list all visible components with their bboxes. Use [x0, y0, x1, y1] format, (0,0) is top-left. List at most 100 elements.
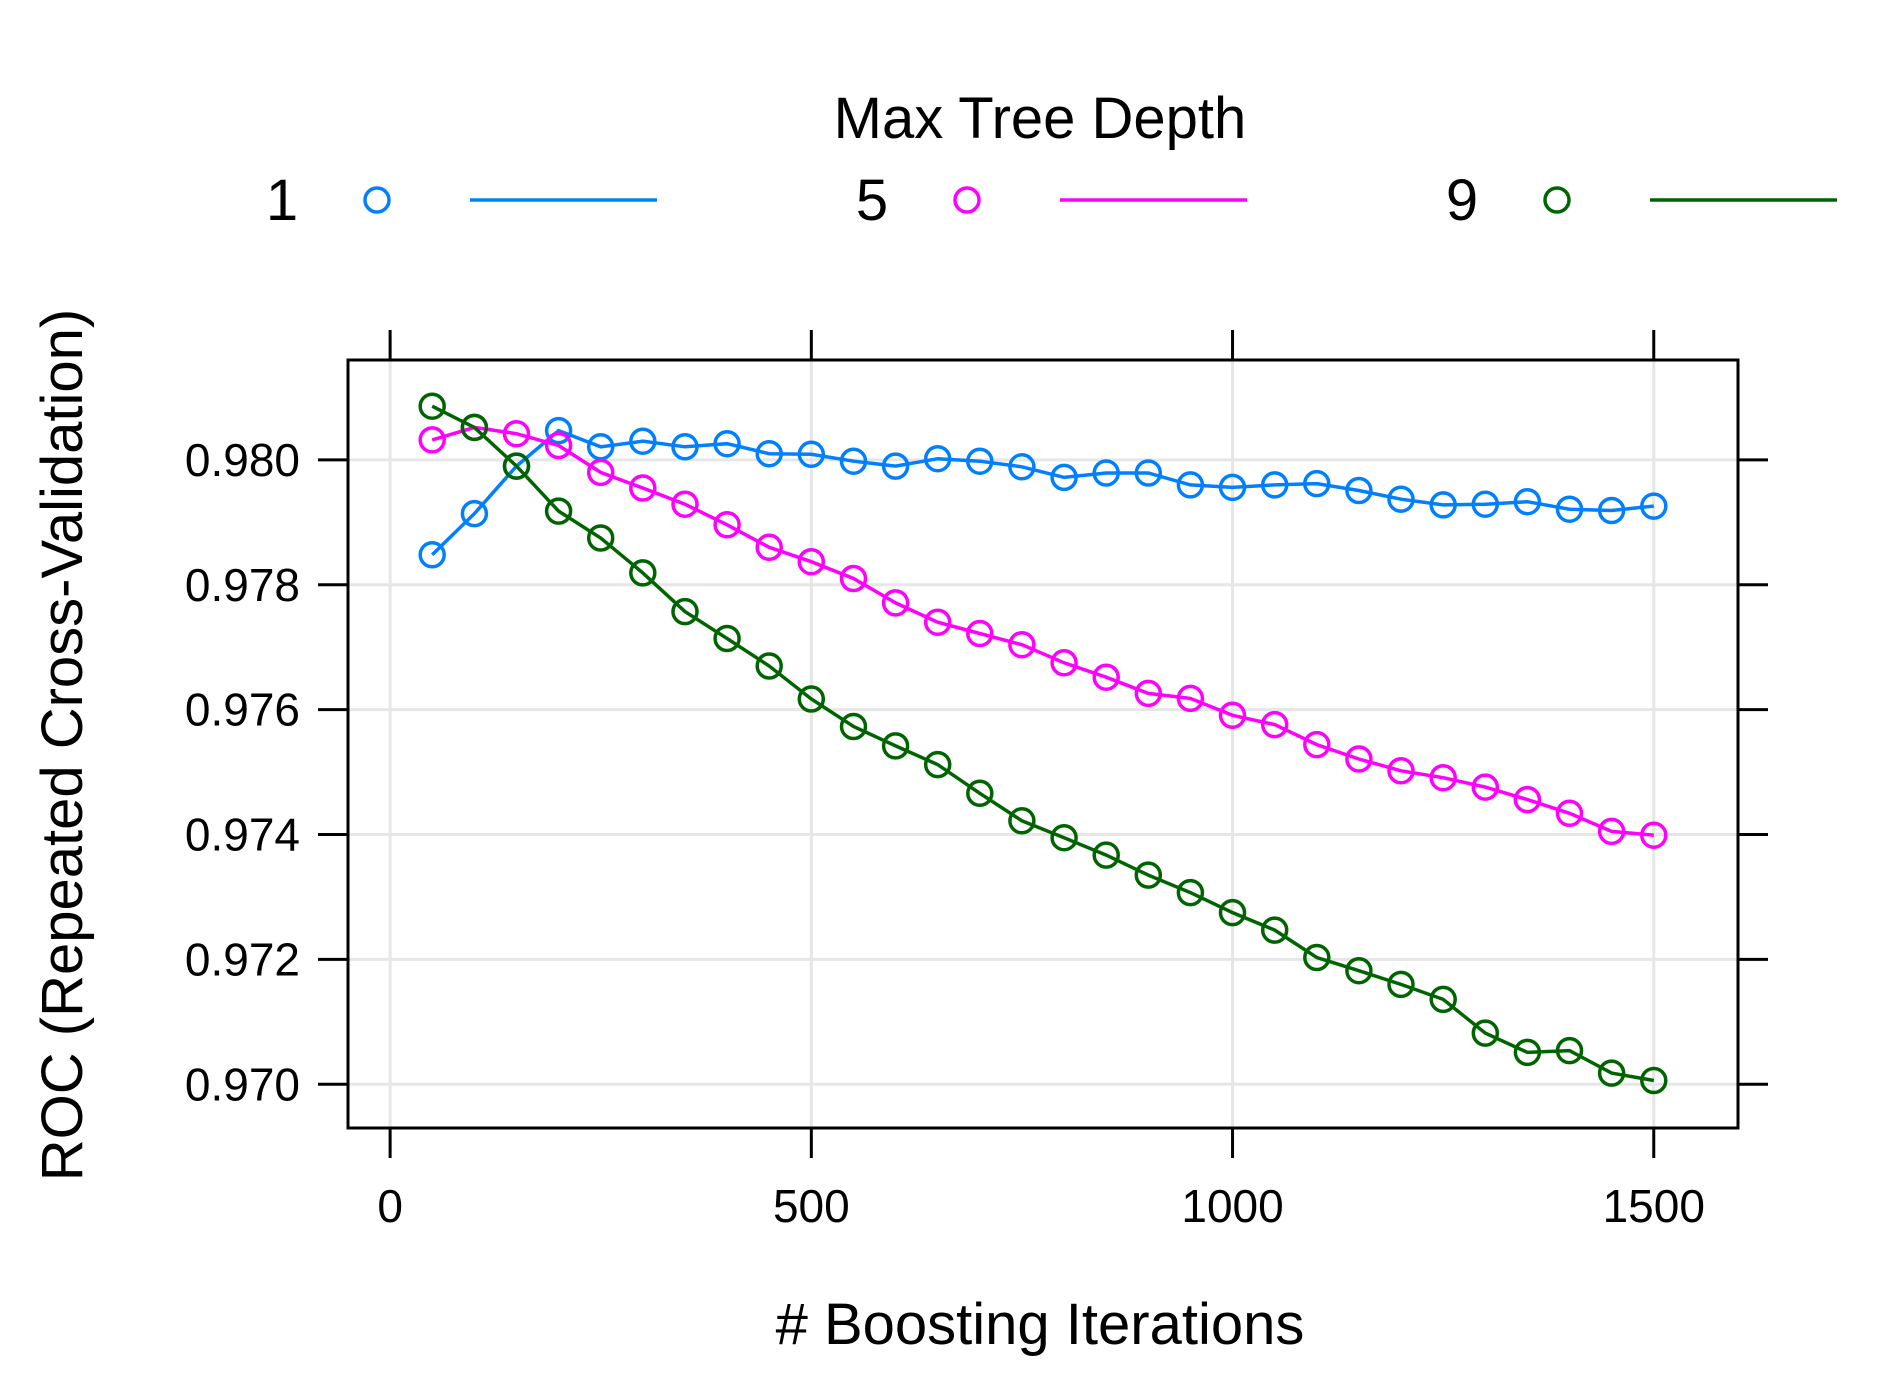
data-point	[544, 431, 573, 460]
legend-label: 1	[266, 168, 298, 233]
data-point	[1429, 985, 1457, 1014]
data-point	[1260, 471, 1289, 499]
data-point	[1555, 799, 1584, 828]
y-tick-label: 0.978	[185, 559, 300, 611]
data-point	[1640, 1066, 1668, 1095]
y-axis-title: ROC (Repeated Cross-Validation)	[30, 309, 95, 1182]
data-point	[1134, 459, 1163, 487]
data-point	[1471, 1019, 1500, 1047]
data-point	[713, 624, 741, 653]
legend-item-1: 1	[266, 168, 657, 233]
data-point	[1429, 763, 1457, 792]
data-point	[1555, 495, 1584, 523]
data-point	[1008, 807, 1036, 835]
data-point	[797, 685, 826, 713]
data-point	[671, 597, 699, 626]
series-line-1	[430, 428, 1654, 557]
data-point	[460, 499, 489, 528]
data-point	[502, 452, 531, 480]
x-axis: 0 500 1000 1500	[377, 330, 1705, 1232]
x-axis-title: # Boosting Iterations	[776, 1292, 1305, 1357]
y-tick-label: 0.976	[185, 684, 300, 736]
data-point	[544, 497, 573, 525]
y-tick-label: 0.974	[185, 809, 300, 861]
data-point	[418, 392, 446, 420]
series-line-9	[431, 404, 1655, 1083]
y-tick-label: 0.970	[185, 1058, 300, 1110]
data-point	[966, 779, 994, 808]
data-point	[1050, 649, 1078, 677]
data-point	[1513, 1038, 1542, 1067]
data-point	[1303, 469, 1331, 498]
legend: Max Tree Depth 1 5 9	[266, 86, 1837, 233]
data-point	[1640, 492, 1668, 520]
data-point	[1134, 861, 1163, 889]
data-point	[1218, 473, 1247, 502]
series-line-5	[431, 425, 1654, 837]
data-point	[1260, 916, 1289, 944]
data-point	[1597, 1059, 1626, 1087]
data-point	[966, 619, 994, 648]
data-point	[1597, 817, 1626, 846]
data-point	[1597, 496, 1626, 525]
data-point	[629, 427, 657, 455]
legend-item-5: 5	[856, 168, 1247, 233]
data-point	[1345, 476, 1373, 505]
data-point	[418, 541, 446, 569]
plot-frame	[346, 358, 1740, 1130]
data-point	[1640, 821, 1668, 849]
grid-lines	[348, 360, 1738, 1128]
y-tick-label: 0.972	[185, 933, 300, 985]
data-point	[1387, 970, 1415, 999]
series-9	[418, 392, 1668, 1095]
data-point	[1092, 459, 1120, 487]
data-point	[881, 732, 910, 760]
series-5	[418, 413, 1668, 849]
data-point	[1050, 463, 1078, 492]
data-point	[1008, 453, 1036, 481]
data-point	[1387, 757, 1415, 785]
legend-items: 1 5 9	[266, 168, 1837, 233]
data-point	[1303, 943, 1331, 972]
data-point	[1303, 730, 1331, 759]
data-point	[1471, 773, 1500, 801]
data-point	[544, 416, 573, 445]
data-point	[839, 447, 868, 475]
data-point	[671, 433, 699, 461]
data-point	[1387, 485, 1415, 513]
data-point	[1092, 663, 1120, 691]
data-point	[1218, 898, 1247, 927]
data-point	[586, 524, 615, 552]
data-point	[1429, 491, 1457, 519]
data-point	[1134, 679, 1163, 708]
data-point	[1050, 823, 1078, 852]
data-point	[586, 458, 615, 487]
data-point	[1218, 701, 1247, 730]
series-layer	[418, 392, 1668, 1095]
data-point	[1513, 487, 1542, 516]
data-point	[755, 533, 783, 562]
data-point	[755, 439, 783, 468]
data-point	[502, 419, 531, 448]
data-point	[671, 490, 699, 518]
data-point	[1345, 745, 1373, 773]
data-point	[1555, 1036, 1584, 1065]
data-point	[713, 511, 741, 539]
x-tick-label: 500	[773, 1180, 850, 1232]
data-point	[966, 447, 994, 475]
data-point	[1176, 471, 1205, 499]
data-point	[629, 559, 657, 587]
data-point	[1176, 684, 1205, 713]
data-point	[797, 547, 826, 576]
data-point	[923, 444, 952, 473]
legend-label: 9	[1446, 168, 1478, 233]
y-axis: 0.970 0.972 0.974 0.976 0.978 0.980	[185, 434, 1768, 1110]
data-point	[418, 426, 446, 454]
x-tick-label: 1000	[1181, 1180, 1283, 1232]
data-point	[839, 712, 868, 741]
data-point	[1471, 490, 1500, 518]
data-point	[1176, 878, 1205, 907]
y-tick-label: 0.980	[185, 434, 300, 486]
